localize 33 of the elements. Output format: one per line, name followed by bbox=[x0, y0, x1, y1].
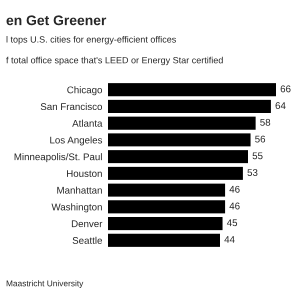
y-tick-label: Denver bbox=[72, 220, 102, 228]
y-tick-label: Manhattan bbox=[57, 186, 102, 194]
y-tick-label: Seattle bbox=[72, 236, 102, 244]
bar bbox=[108, 150, 248, 164]
data-label: 46 bbox=[229, 186, 240, 193]
bar bbox=[108, 184, 226, 197]
bar bbox=[108, 83, 276, 96]
data-label: 64 bbox=[276, 102, 286, 110]
data-label: 45 bbox=[226, 219, 238, 226]
bar bbox=[108, 166, 243, 180]
data-label: 46 bbox=[229, 202, 240, 210]
y-tick-label: San Francisco bbox=[40, 102, 102, 110]
data-label: 66 bbox=[280, 85, 291, 92]
data-label: 53 bbox=[247, 169, 258, 176]
data-label: 55 bbox=[252, 152, 263, 160]
y-tick-label: Washington bbox=[52, 203, 102, 212]
text: l tops U.S. cities for energy-efficient offices f total office space that's LEED or Energy Star certified bbox=[6, 36, 223, 66]
y-tick-label: Minneapolis/St. Paul bbox=[14, 153, 102, 162]
y-tick-label: Chicago bbox=[67, 86, 102, 96]
chart-title: en Get Greener bbox=[6, 15, 106, 26]
data-label: 56 bbox=[255, 136, 266, 143]
y-tick-label: Houston bbox=[67, 170, 102, 177]
data-label: 44 bbox=[224, 236, 235, 243]
bar bbox=[108, 200, 226, 214]
bar bbox=[108, 100, 271, 113]
bar bbox=[108, 234, 220, 247]
bar bbox=[108, 133, 251, 146]
bar bbox=[108, 116, 256, 130]
text: Maastricht University bbox=[6, 280, 84, 288]
y-tick-label: Los Angeles bbox=[50, 136, 102, 146]
bar bbox=[108, 217, 223, 230]
data-label: 58 bbox=[260, 118, 270, 126]
y-tick-label: Atlanta bbox=[72, 120, 102, 127]
